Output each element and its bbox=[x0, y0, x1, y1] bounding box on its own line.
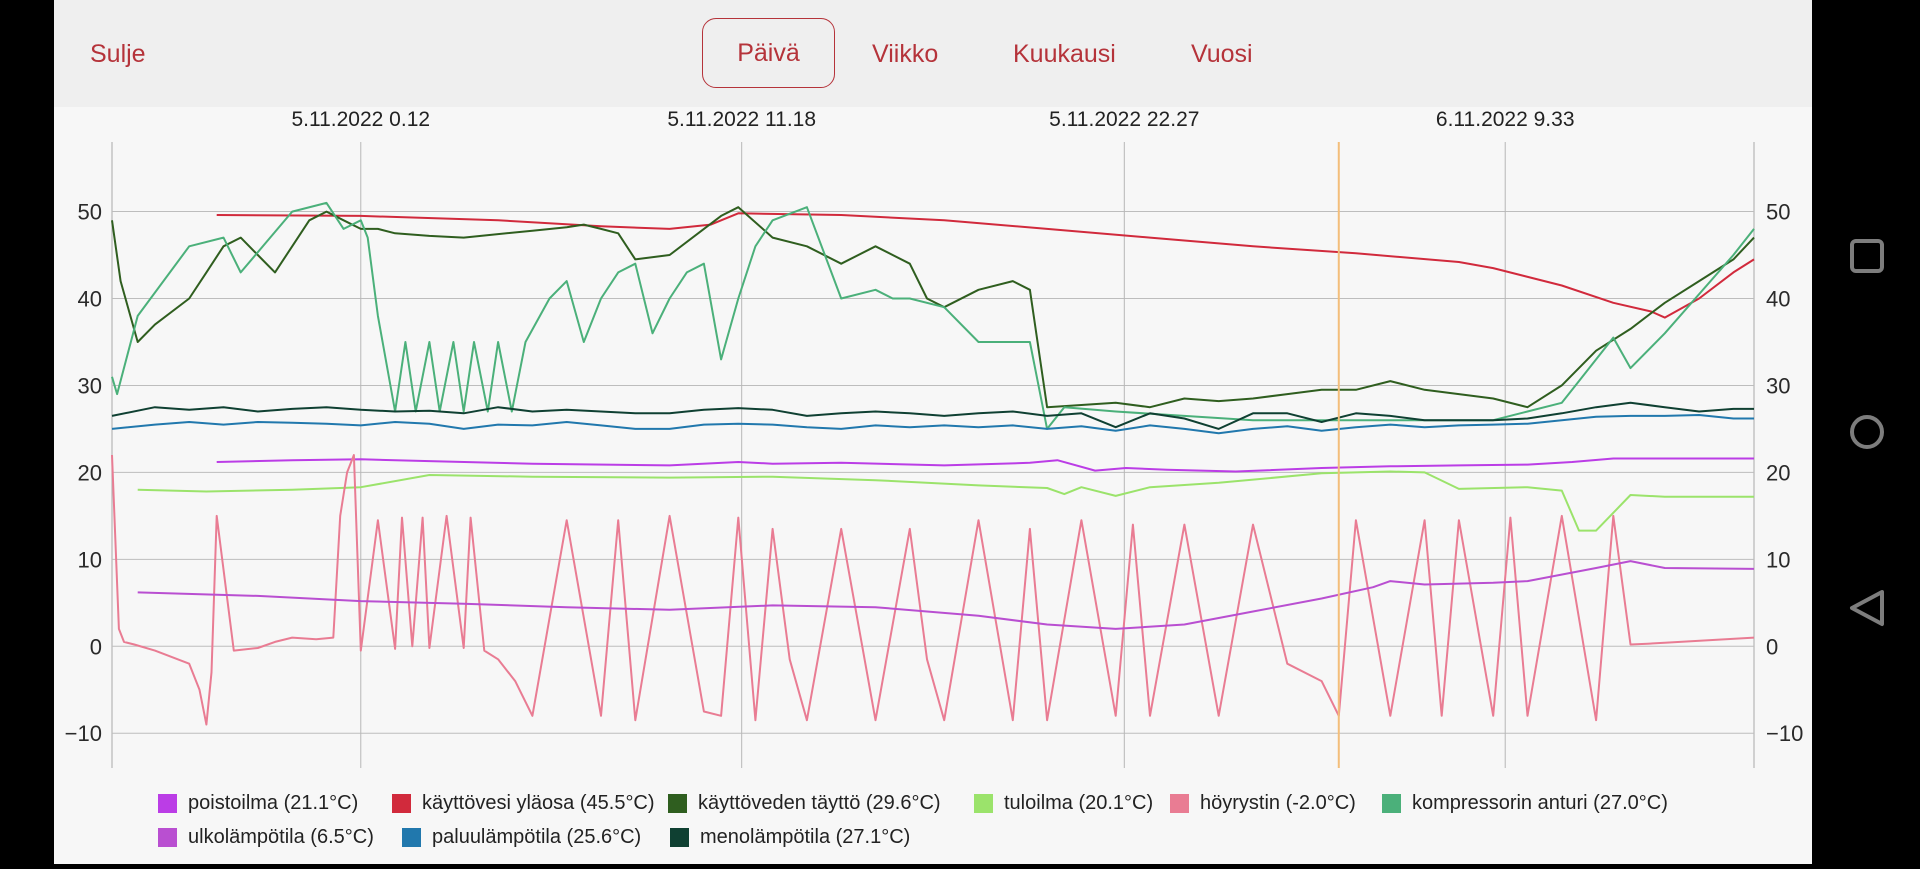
y-tick-label-left: 0 bbox=[90, 634, 102, 659]
back-triangle-icon[interactable] bbox=[1850, 590, 1884, 626]
y-tick-label-right: 10 bbox=[1766, 547, 1790, 572]
y-tick-label-left: 30 bbox=[78, 373, 102, 398]
legend-swatch bbox=[670, 828, 689, 847]
x-tick-label: 5.11.2022 0.12 bbox=[291, 108, 430, 131]
tab-day[interactable]: Päivä bbox=[702, 18, 835, 88]
y-tick-label-left: −10 bbox=[65, 721, 102, 746]
legend-label: käyttövesi yläosa (45.5°C) bbox=[422, 792, 655, 814]
legend-item[interactable]: menolämpötila (27.1°C) bbox=[670, 826, 910, 849]
legend-item[interactable]: ulkolämpötila (6.5°C) bbox=[158, 826, 374, 849]
legend-label: käyttöveden täyttö (29.6°C) bbox=[698, 792, 941, 814]
legend-label: höyrystin (-2.0°C) bbox=[1200, 792, 1356, 814]
legend-swatch bbox=[158, 794, 177, 813]
chart-series bbox=[111, 201, 1755, 726]
tab-week[interactable]: Viikko bbox=[872, 40, 939, 68]
legend-swatch bbox=[668, 794, 687, 813]
y-tick-label-right: 50 bbox=[1766, 200, 1790, 225]
legend-label: kompressorin anturi (27.0°C) bbox=[1412, 792, 1668, 814]
chart-grid bbox=[111, 142, 1755, 768]
square-icon[interactable] bbox=[1850, 239, 1884, 273]
legend-item[interactable]: kompressorin anturi (27.0°C) bbox=[1382, 792, 1668, 815]
tab-month[interactable]: Kuukausi bbox=[1013, 40, 1116, 68]
series-line bbox=[111, 454, 1755, 726]
legend-swatch bbox=[974, 794, 993, 813]
plot-area bbox=[112, 142, 1754, 768]
y-tick-label-left: 10 bbox=[78, 547, 102, 572]
x-axis-top: 5.11.2022 0.12 5.11.2022 11.18 5.11.2022 2… bbox=[291, 108, 1574, 131]
series-line bbox=[137, 560, 1755, 630]
y-tick-label-right: 0 bbox=[1766, 634, 1778, 659]
legend-item[interactable]: poistoilma (21.1°C) bbox=[158, 792, 358, 815]
series-line bbox=[111, 206, 1755, 409]
series-line bbox=[137, 470, 1754, 532]
tab-year[interactable]: Vuosi bbox=[1191, 40, 1253, 68]
legend-item[interactable]: käyttöveden täyttö (29.6°C) bbox=[668, 792, 941, 815]
legend-label: paluulämpötila (25.6°C) bbox=[432, 826, 642, 848]
app-window: Sulje Päivä Viikko Kuukausi Vuosi 50 40 30… bbox=[54, 0, 1812, 864]
y-tick-label-left: 50 bbox=[78, 200, 102, 225]
y-tick-label-right: 30 bbox=[1766, 373, 1790, 398]
legend-swatch bbox=[1382, 794, 1401, 813]
x-tick-label: 5.11.2022 22.27 bbox=[1049, 108, 1199, 131]
legend-label: poistoilma (21.1°C) bbox=[188, 792, 359, 814]
series-line bbox=[216, 212, 1755, 319]
y-tick-label-right: 40 bbox=[1766, 287, 1790, 312]
top-bar: Sulje Päivä Viikko Kuukausi Vuosi bbox=[54, 0, 1812, 107]
legend-swatch bbox=[1170, 794, 1189, 813]
y-axis-left: 50 40 30 20 10 0 −10 bbox=[65, 200, 102, 747]
legend-item[interactable]: käyttövesi yläosa (45.5°C) bbox=[392, 792, 655, 815]
legend-label: ulkolämpötila (6.5°C) bbox=[188, 826, 374, 848]
y-tick-label-right: 20 bbox=[1766, 460, 1790, 485]
y-axis-right: 50 40 30 20 10 0 −10 bbox=[1766, 200, 1803, 747]
close-button[interactable]: Sulje bbox=[90, 40, 146, 68]
series-line bbox=[111, 401, 1754, 430]
x-tick-label: 6.11.2022 9.33 bbox=[1436, 108, 1575, 131]
series-line bbox=[111, 201, 1755, 430]
circle-icon[interactable] bbox=[1850, 415, 1884, 449]
legend-swatch bbox=[402, 828, 421, 847]
legend-item[interactable]: höyrystin (-2.0°C) bbox=[1170, 792, 1356, 815]
series-line bbox=[216, 457, 1754, 473]
x-tick-label: 5.11.2022 11.18 bbox=[667, 108, 816, 131]
legend-label: menolämpötila (27.1°C) bbox=[700, 826, 911, 848]
y-tick-label-left: 40 bbox=[78, 287, 102, 312]
system-nav-bar bbox=[1812, 0, 1920, 864]
series-line bbox=[111, 414, 1754, 435]
temperature-chart: 50 40 30 20 10 0 −10 50 40 30 20 10 0 −10 5.11.2022 … bbox=[65, 108, 1803, 768]
legend-item[interactable]: tuloilma (20.1°C) bbox=[974, 792, 1153, 815]
legend-swatch bbox=[158, 828, 177, 847]
legend-item[interactable]: paluulämpötila (25.6°C) bbox=[402, 826, 641, 849]
legend-swatch bbox=[392, 794, 411, 813]
y-tick-label-left: 20 bbox=[78, 460, 102, 485]
y-tick-label-right: −10 bbox=[1766, 721, 1803, 746]
legend-label: tuloilma (20.1°C) bbox=[1004, 792, 1154, 814]
tab-day-label: Päivä bbox=[737, 39, 800, 67]
